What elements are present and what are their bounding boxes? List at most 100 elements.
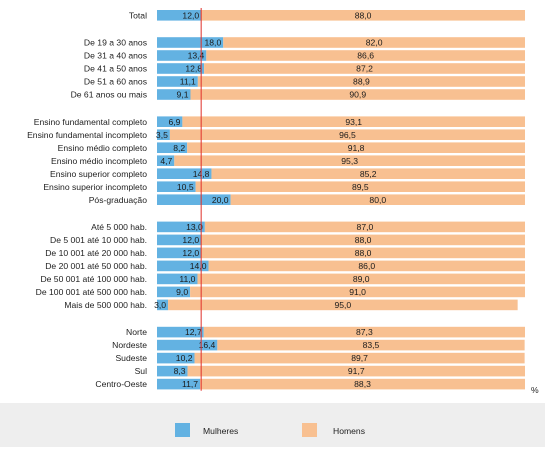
value-homens-g2-r0: 93,1: [345, 117, 362, 127]
row-label-g1-r0: De 19 a 30 anos: [84, 38, 147, 48]
value-mulheres-g1-r4: 9,1: [177, 90, 189, 100]
bar-homens-g4-r2: [194, 352, 525, 364]
row-label-g1-r2: De 41 a 50 anos: [84, 64, 147, 74]
bar-mulheres-g4-r0: [157, 326, 204, 338]
stacked-bar-chart: Total 12,0 88,0 De 19 a 30 anos 18,0 82,0 De 3…: [27, 8, 539, 395]
value-mulheres-g3-r5: 9,0: [176, 287, 188, 297]
value-mulheres-g2-r5: 10,5: [177, 182, 194, 192]
bar-homens-g1-r4: [190, 89, 525, 100]
value-homens-g1-r3: 88,9: [353, 77, 370, 87]
bar-mulheres-g2-r6: [157, 194, 231, 205]
row-label-g2-r4: Ensino superior completo: [50, 169, 147, 179]
bar-mulheres-g4-r3: [157, 365, 188, 377]
value-mulheres-g2-r2: 8,2: [173, 143, 185, 153]
legend-svg: Mulheres Homens: [175, 423, 365, 437]
value-homens-g3-r3: 86,0: [358, 261, 375, 271]
value-homens-g2-r3: 95,3: [341, 156, 358, 166]
row-label-g4-r0: Norte: [126, 327, 147, 337]
row-label-g3-r6: Mais de 500 000 hab.: [64, 300, 147, 310]
value-mulheres-g3-r4: 11,0: [179, 274, 195, 284]
value-mulheres-g4-r4: 11,7: [182, 379, 198, 389]
bar-homens-g3-r3: [208, 260, 525, 272]
legend-swatch-homens: [302, 423, 317, 437]
bar-mulheres-g1-r3: [157, 76, 198, 87]
row-label-g3-r2: De 10 001 até 20 000 hab.: [45, 248, 147, 258]
value-mulheres-g0-r0: 12,0: [182, 10, 199, 20]
bar-homens-g1-r0: [223, 37, 526, 48]
bar-homens-g2-r5: [195, 181, 525, 192]
value-mulheres-g3-r0: 13,0: [186, 222, 203, 232]
value-mulheres-g4-r3: 8,3: [174, 366, 186, 376]
bar-homens-g4-r3: [187, 365, 525, 377]
bar-homens-g2-r4: [211, 168, 526, 179]
bar-homens-g2-r6: [230, 194, 525, 205]
bar-homens-g1-r1: [206, 50, 525, 61]
value-mulheres-g2-r1: 3,5: [156, 130, 168, 140]
value-homens-g4-r1: 83,5: [363, 340, 380, 350]
value-mulheres-g1-r3: 11,1: [180, 77, 196, 87]
value-mulheres-g3-r6: 3,0: [154, 300, 166, 310]
row-label-g4-r3: Sul: [135, 366, 148, 376]
bar-mulheres-g2-r2: [157, 142, 188, 153]
row-label-g1-r3: De 51 a 60 anos: [84, 77, 147, 87]
value-mulheres-g4-r1: 16,4: [199, 340, 216, 350]
value-homens-g1-r2: 87,2: [356, 64, 373, 74]
bar-mulheres-g4-r4: [157, 378, 201, 390]
bar-mulheres-g2-r4: [157, 168, 212, 179]
value-homens-g3-r4: 89,0: [353, 274, 370, 284]
bar-mulheres-g3-r4: [157, 273, 198, 285]
row-label-g3-r3: De 20 001 até 50 000 hab.: [45, 261, 147, 271]
bar-homens-g0-r0: [201, 10, 525, 21]
legend-swatch-mulheres: [175, 423, 190, 437]
value-mulheres-g4-r0: 12,7: [185, 327, 202, 337]
value-homens-g1-r1: 86,6: [357, 51, 374, 61]
bar-mulheres-g3-r2: [157, 247, 202, 259]
legend-label-mulheres: Mulheres: [203, 426, 238, 436]
bar-mulheres-g3-r3: [157, 260, 209, 272]
bar-mulheres-g1-r1: [157, 50, 207, 61]
bar-mulheres-g2-r3: [157, 155, 175, 166]
bar-homens-g3-r6: [168, 299, 518, 311]
value-mulheres-g3-r1: 12,0: [182, 235, 199, 245]
value-homens-g0-r0: 88,0: [355, 10, 372, 20]
value-homens-g1-r0: 82,0: [366, 38, 383, 48]
bar-mulheres-g3-r6: [157, 299, 169, 311]
value-homens-g1-r4: 90,9: [349, 90, 366, 100]
bar-mulheres-g1-r0: [157, 37, 224, 48]
legend-label-homens: Homens: [333, 426, 365, 436]
legend: Mulheres Homens: [0, 403, 545, 447]
value-homens-g3-r5: 91,0: [349, 287, 366, 297]
value-mulheres-g3-r2: 12,0: [182, 248, 199, 258]
value-mulheres-g1-r2: 12,8: [185, 64, 202, 74]
row-label-g2-r2: Ensino médio completo: [58, 143, 148, 153]
value-homens-g2-r6: 80,0: [369, 195, 386, 205]
row-label-g2-r3: Ensino médio incompleto: [51, 156, 147, 166]
value-mulheres-g2-r6: 20,0: [212, 195, 229, 205]
bar-homens-g3-r4: [197, 273, 526, 285]
bar-mulheres-g2-r1: [157, 129, 170, 140]
value-homens-g2-r1: 96,5: [339, 130, 356, 140]
value-homens-g3-r1: 88,0: [355, 235, 372, 245]
value-homens-g4-r4: 88,3: [354, 379, 371, 389]
bar-mulheres-g1-r4: [157, 89, 191, 100]
bar-homens-g2-r2: [187, 142, 525, 153]
bar-homens-g3-r5: [190, 286, 525, 298]
bar-homens-g3-r0: [204, 221, 525, 233]
bar-homens-g1-r2: [204, 63, 525, 74]
bar-mulheres-g4-r1: [157, 339, 218, 351]
value-homens-g3-r6: 95,0: [334, 300, 351, 310]
row-label-g4-r2: Sudeste: [115, 353, 147, 363]
bar-mulheres-g4-r2: [157, 352, 195, 364]
row-label-g3-r5: De 100 001 até 500 000 hab.: [36, 287, 147, 297]
value-homens-g4-r0: 87,3: [356, 327, 373, 337]
value-homens-g2-r4: 85,2: [360, 169, 377, 179]
value-mulheres-g2-r0: 6,9: [168, 117, 180, 127]
value-mulheres-g3-r3: 14,0: [190, 261, 207, 271]
bar-mulheres-g2-r5: [157, 181, 196, 192]
bar-mulheres-g3-r1: [157, 234, 202, 246]
value-mulheres-g2-r3: 4,7: [160, 156, 172, 166]
value-homens-g3-r0: 87,0: [357, 222, 374, 232]
bar-mulheres-g3-r0: [157, 221, 205, 233]
bar-mulheres-g2-r0: [157, 116, 183, 127]
bar-mulheres-g0-r0: [157, 10, 202, 21]
